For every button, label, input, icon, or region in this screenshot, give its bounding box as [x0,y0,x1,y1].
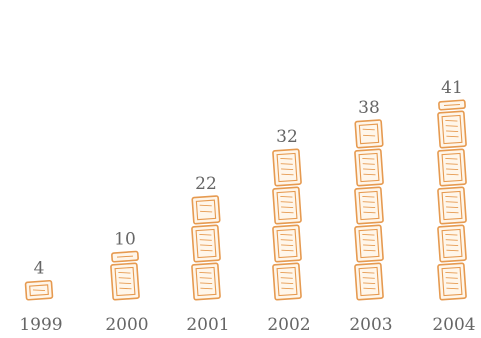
document-icon [272,262,302,301]
icon-stacks [24,99,467,301]
document-icon-partial [191,195,221,225]
x-tick-label: 2000 [105,315,148,335]
document-icon-partial [24,279,54,301]
bar-1999 [24,279,54,301]
document-icon [437,262,467,301]
document-icon [354,148,384,187]
document-icon-partial [438,99,466,111]
data-label: 4 [34,259,45,279]
x-tick-label: 2001 [186,315,229,335]
document-icon [272,186,302,225]
document-icon [437,110,467,149]
document-icon [272,224,302,263]
document-icon-partial [111,250,139,263]
data-label: 41 [441,78,463,98]
data-label: 38 [358,98,380,118]
document-icon [191,262,221,301]
data-label: 22 [195,174,217,194]
document-icon [354,186,384,225]
document-icon [437,224,467,263]
x-tick-label: 2004 [432,315,475,335]
x-tick-labels: 1999 2000 2001 2002 2003 2004 [19,315,475,335]
bar-2003 [354,119,384,301]
data-label: 10 [114,229,136,249]
bar-2001 [191,195,221,301]
x-tick-label: 2003 [349,315,392,335]
bar-2002 [272,148,302,301]
document-icon [354,224,384,263]
document-icon [437,148,467,187]
x-tick-label: 1999 [19,315,62,335]
data-label: 32 [276,127,298,147]
document-icon-partial [354,119,384,149]
document-icon [110,262,140,301]
bar-2000 [110,250,140,301]
document-icon [191,224,221,263]
document-icon [354,262,384,301]
document-icon [272,148,302,187]
value-labels: 4 10 22 32 38 41 [34,78,463,279]
document-icon [437,186,467,225]
x-tick-label: 2002 [267,315,310,335]
bar-2004 [437,99,467,301]
